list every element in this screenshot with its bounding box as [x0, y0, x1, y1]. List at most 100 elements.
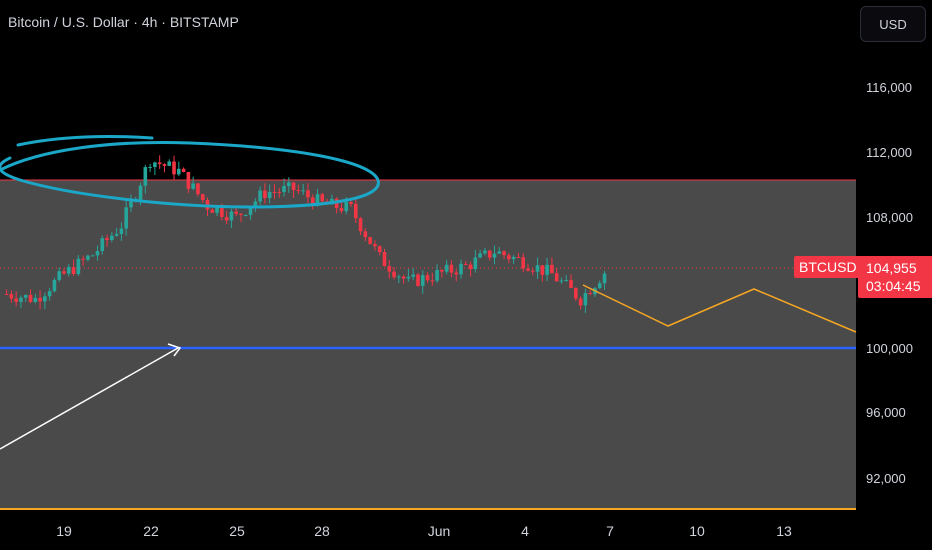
candle-body [291, 182, 296, 191]
candle-body [23, 294, 28, 298]
candle-body [435, 270, 439, 281]
price-tick: 108,000 [866, 210, 913, 225]
candle-body [224, 217, 229, 221]
candle-body [301, 190, 305, 192]
candle-body [416, 274, 420, 286]
candle-body [459, 263, 463, 275]
candle-body [310, 197, 315, 206]
candle-body [47, 291, 52, 297]
candle-body [296, 190, 301, 192]
candle-body [19, 297, 23, 302]
candle-body [258, 190, 262, 202]
candle-body [430, 280, 435, 282]
candle-body [507, 255, 511, 260]
price-tick: 96,000 [866, 405, 906, 420]
candle-body [530, 270, 535, 272]
candle-body [234, 211, 238, 214]
price-tick: 112,000 [866, 145, 912, 160]
candle-body [578, 298, 583, 306]
candle-body [33, 297, 38, 302]
time-tick: 22 [143, 523, 159, 539]
candle-body [574, 288, 578, 299]
last-price-value: 104,955 [866, 260, 917, 276]
candle-body [406, 276, 411, 279]
candle-body [86, 255, 90, 260]
arrow-annotation [0, 347, 179, 450]
candle-body [597, 283, 602, 289]
currency-button[interactable]: USD [860, 6, 926, 42]
time-tick: 28 [314, 523, 330, 539]
candle-body [62, 271, 66, 274]
candle-body [263, 190, 267, 199]
candle-body [535, 265, 540, 272]
candle-body [200, 194, 205, 200]
candle-body [483, 250, 487, 254]
candle-body [191, 183, 195, 189]
projection-path [582, 284, 857, 333]
candle-body [277, 191, 282, 193]
candle-body [177, 168, 181, 175]
candle-body [157, 162, 162, 165]
candle-body [253, 201, 258, 208]
candle-body [353, 203, 358, 219]
candle-body [564, 279, 569, 281]
candle-body [57, 271, 62, 280]
candle-body [392, 271, 396, 278]
candle-body [487, 250, 492, 258]
candle-body [373, 244, 377, 247]
candle-body [76, 258, 81, 274]
candle-body [444, 264, 449, 272]
candle-body [344, 201, 349, 212]
candle-body [100, 238, 105, 252]
candle-body [449, 264, 454, 273]
candle-body [368, 237, 372, 245]
candle-body [550, 264, 554, 274]
ellipse-annotation [0, 134, 380, 209]
candle-body [124, 207, 128, 229]
candle-body [502, 251, 506, 256]
candle-body [516, 256, 521, 258]
symbol-label: BTCUSD [794, 256, 862, 278]
candle-body [243, 214, 248, 216]
time-tick: 13 [776, 523, 792, 539]
candle-body [95, 251, 100, 256]
price-tick: 100,000 [866, 341, 913, 356]
candle-body [387, 266, 392, 272]
candle-body [181, 168, 186, 173]
candle-body [315, 194, 320, 206]
price-tick: 92,000 [866, 471, 906, 486]
time-tick: Jun [428, 523, 451, 539]
candle-body [464, 263, 468, 265]
candle-body [425, 275, 430, 281]
candle-body [129, 199, 133, 208]
candle-body [282, 186, 286, 193]
candle-body [420, 275, 425, 286]
candle-body [28, 294, 33, 302]
candle-body [497, 251, 502, 254]
candle-body [554, 273, 559, 282]
candle-body [248, 207, 253, 215]
candle-body [545, 264, 549, 275]
arrow-head [167, 343, 182, 357]
candle-body [339, 207, 344, 212]
candle-body [239, 213, 243, 215]
candle-body [526, 268, 530, 271]
candle-body [148, 166, 152, 168]
candle-body [52, 279, 57, 292]
candle-body [210, 209, 215, 213]
candle-body [229, 211, 234, 221]
candle-body [382, 252, 387, 267]
candle-body [440, 270, 444, 272]
candle-body [306, 190, 310, 198]
candle-body [349, 201, 353, 204]
candle-body [38, 297, 42, 302]
candle-body [114, 233, 119, 236]
candles [4, 155, 607, 314]
candle-body [186, 172, 191, 189]
candle-body [320, 194, 325, 202]
candle-body [511, 256, 516, 260]
candle-body [105, 238, 109, 240]
candle-body [162, 164, 167, 166]
candle-body [267, 191, 272, 199]
